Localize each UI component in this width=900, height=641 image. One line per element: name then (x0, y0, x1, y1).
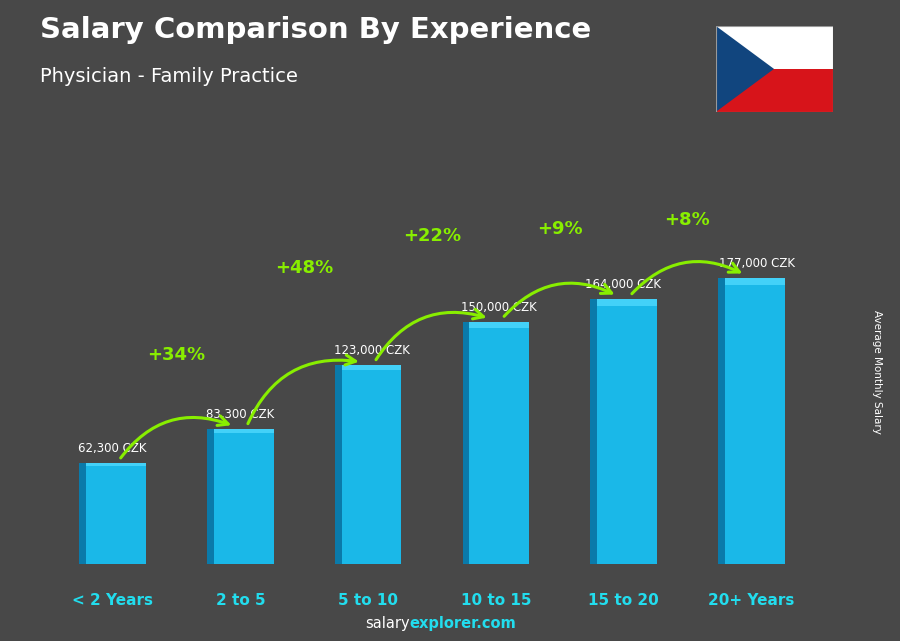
Bar (214, 429, 274, 433)
Polygon shape (716, 69, 832, 112)
Bar (597, 299, 657, 306)
Text: 2 to 5: 2 to 5 (216, 593, 266, 608)
Bar (342, 365, 401, 564)
Text: Salary Comparison By Experience: Salary Comparison By Experience (40, 16, 592, 44)
Polygon shape (590, 299, 597, 564)
Bar (724, 278, 785, 564)
Polygon shape (207, 429, 214, 564)
Text: 177,000 CZK: 177,000 CZK (719, 257, 796, 270)
Bar (342, 365, 401, 370)
Text: 150,000 CZK: 150,000 CZK (462, 301, 537, 313)
Bar (214, 429, 274, 564)
Polygon shape (716, 26, 832, 69)
Bar (469, 322, 529, 328)
Text: < 2 Years: < 2 Years (72, 593, 153, 608)
Text: salary: salary (364, 617, 410, 631)
Polygon shape (79, 463, 86, 564)
Polygon shape (716, 26, 774, 112)
Bar (86, 463, 146, 466)
Text: 15 to 20: 15 to 20 (589, 593, 659, 608)
Bar (724, 278, 785, 285)
Text: 164,000 CZK: 164,000 CZK (585, 278, 662, 291)
Text: Physician - Family Practice: Physician - Family Practice (40, 67, 299, 87)
Text: Average Monthly Salary: Average Monthly Salary (872, 310, 883, 434)
Text: +9%: +9% (537, 221, 582, 238)
Text: 83,300 CZK: 83,300 CZK (206, 408, 274, 421)
Text: 5 to 10: 5 to 10 (338, 593, 398, 608)
Bar (469, 322, 529, 564)
Text: explorer.com: explorer.com (410, 617, 517, 631)
Text: +48%: +48% (275, 259, 333, 278)
Text: +8%: +8% (664, 211, 710, 229)
Text: 10 to 15: 10 to 15 (461, 593, 531, 608)
Polygon shape (463, 322, 469, 564)
Polygon shape (335, 365, 342, 564)
Text: +22%: +22% (403, 227, 461, 245)
Text: 123,000 CZK: 123,000 CZK (334, 344, 410, 357)
Text: 20+ Years: 20+ Years (708, 593, 795, 608)
Bar (86, 463, 146, 564)
Bar (597, 299, 657, 564)
Polygon shape (718, 278, 724, 564)
Text: 62,300 CZK: 62,300 CZK (78, 442, 147, 455)
Text: +34%: +34% (148, 346, 205, 364)
